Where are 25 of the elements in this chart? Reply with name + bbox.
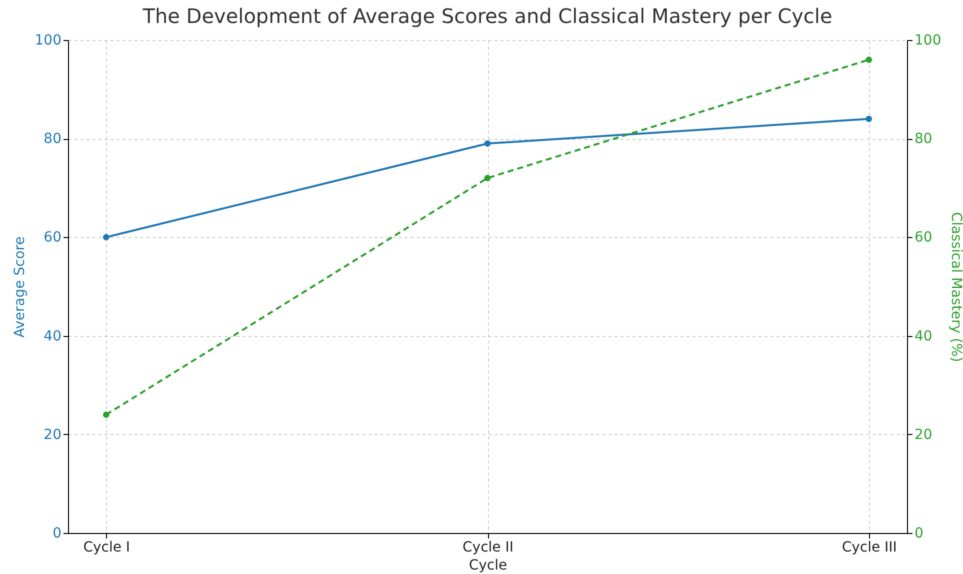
y-tick-label: 80 bbox=[44, 131, 62, 148]
x-tick-label: Cycle II bbox=[462, 540, 514, 556]
x-tick-label: Cycle III bbox=[842, 540, 897, 556]
y2-tick-label: 40 bbox=[914, 328, 932, 344]
y-tick-label: 0 bbox=[52, 526, 62, 542]
x-tick-label: Cycle I bbox=[83, 540, 130, 556]
y2-tick-label: 60 bbox=[914, 230, 932, 246]
y-axis-title: Average Score bbox=[12, 236, 28, 338]
y2-tick-label: 80 bbox=[914, 131, 932, 148]
y2-tick-label: 100 bbox=[914, 32, 942, 48]
point bbox=[484, 140, 491, 147]
y-tick-label: 40 bbox=[44, 328, 62, 344]
point bbox=[866, 116, 872, 122]
y-tick-label: 20 bbox=[44, 426, 62, 443]
point bbox=[484, 174, 491, 182]
y2-tick-label: 0 bbox=[914, 526, 924, 542]
y2-axis-title: Classical Mastery (%) bbox=[948, 212, 963, 362]
point bbox=[102, 234, 110, 240]
chart-title: The Development of Average Scores and Classical Mastery per Cycle bbox=[142, 4, 832, 28]
y-tick-label: 60 bbox=[44, 230, 62, 246]
y-tick-label: 100 bbox=[34, 32, 62, 48]
point bbox=[866, 56, 872, 63]
point bbox=[102, 412, 110, 418]
x-axis-title: Cycle bbox=[468, 558, 508, 574]
y2-tick-label: 20 bbox=[914, 426, 932, 443]
